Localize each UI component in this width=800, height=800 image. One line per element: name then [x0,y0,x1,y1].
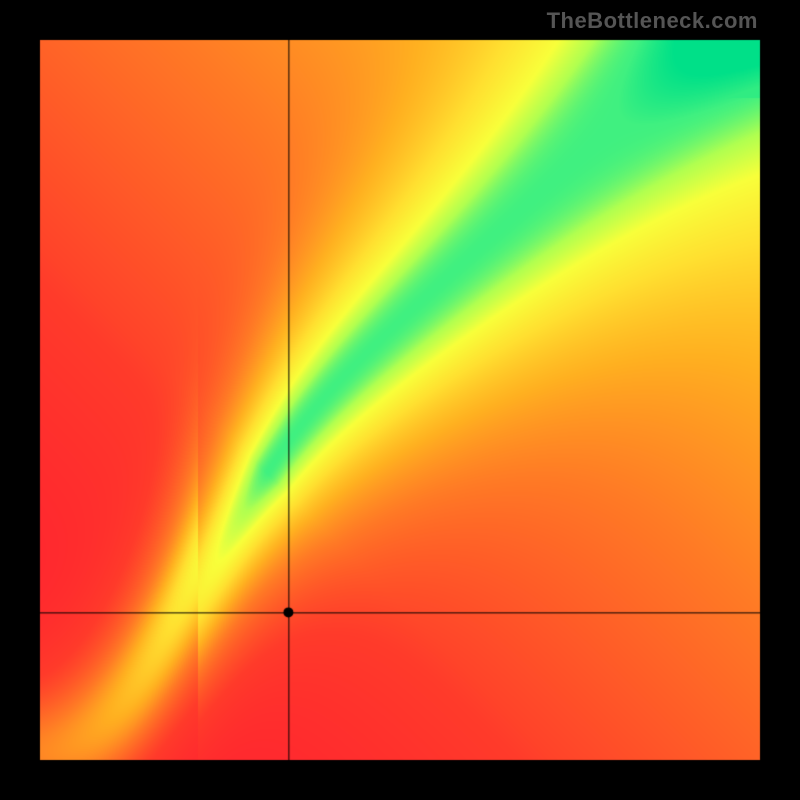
watermark-text: TheBottleneck.com [547,8,758,34]
bottleneck-heatmap [0,0,800,800]
chart-container: TheBottleneck.com [0,0,800,800]
